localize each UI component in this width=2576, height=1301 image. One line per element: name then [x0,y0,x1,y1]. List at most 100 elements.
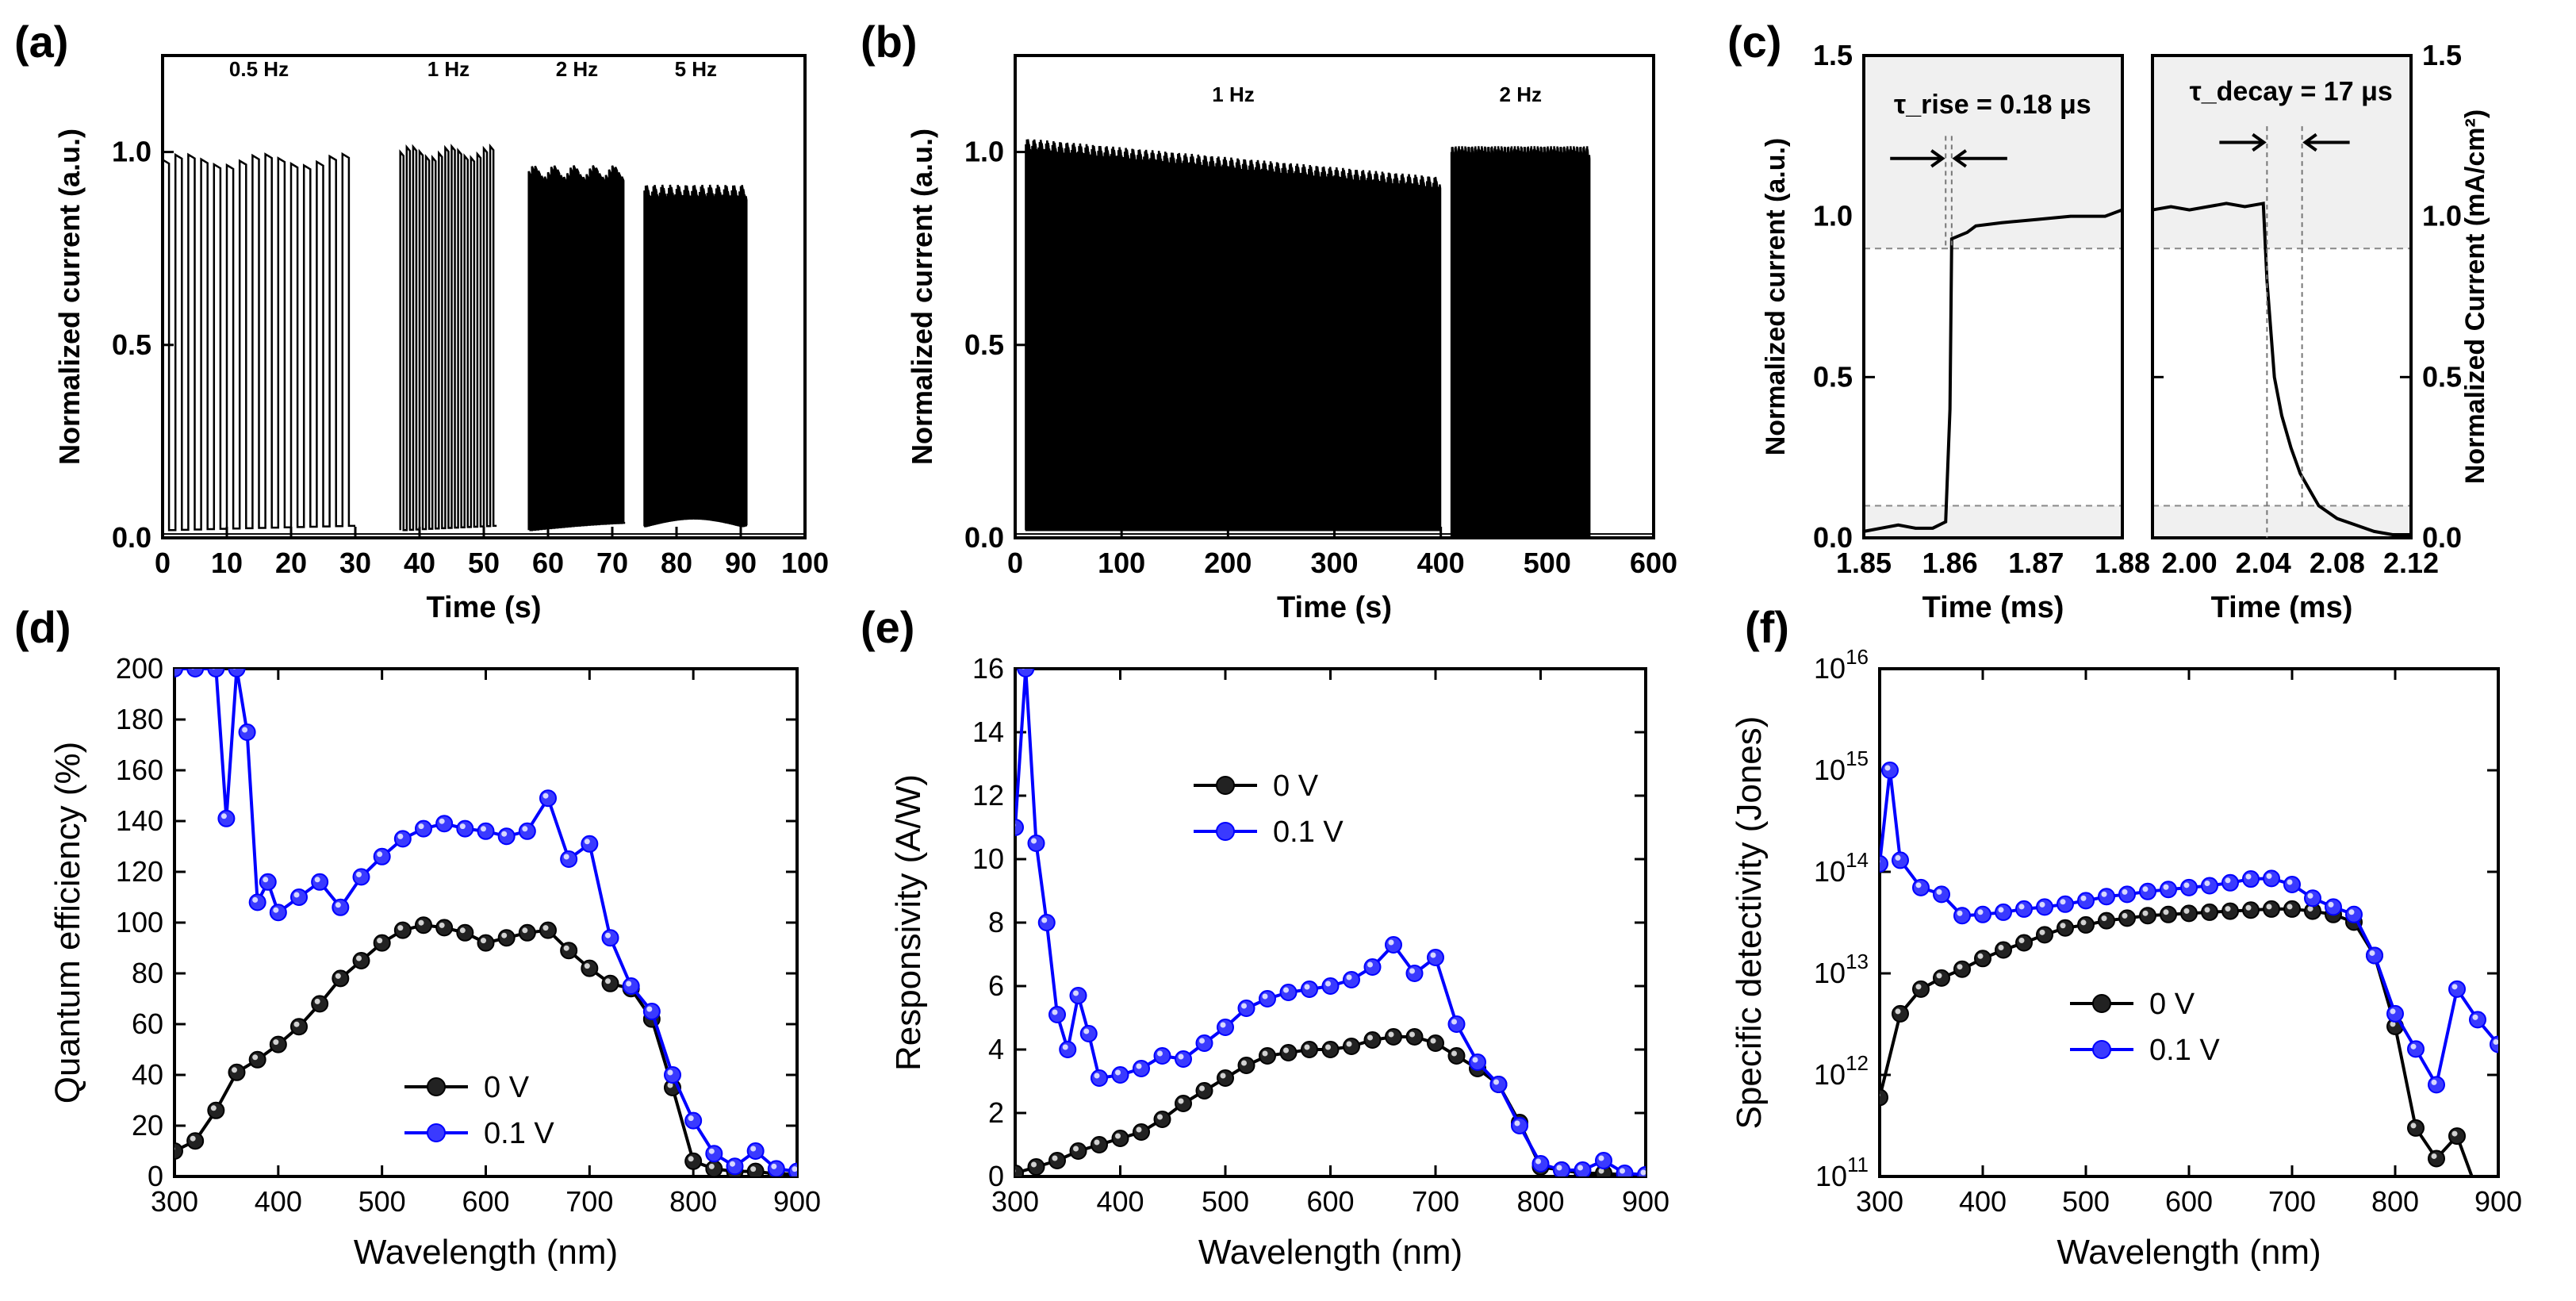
data-point-highlight [2451,984,2458,990]
tick-exponent: 13 [1846,950,1869,973]
data-point [1015,1165,1024,1176]
data-point-highlight [667,1082,673,1088]
data-point-highlight [1157,1050,1163,1057]
data-point [1153,1047,1171,1065]
chart-d: 300 400 500 600 700 800 900 0 20 40 60 80 100 120 140 1… [14,602,821,1272]
data-point-highlight [2018,904,2025,910]
data-point [1017,669,1035,677]
data-point-highlight [750,1166,757,1172]
photoresponse-1-hz [399,143,497,532]
data-point-highlight [1325,1044,1331,1050]
data-point [332,969,350,988]
data-point-highlight [2410,1043,2417,1050]
data-point-highlight [1062,1044,1068,1050]
data-point-highlight [2101,915,2107,922]
data-point-highlight [2410,1123,2417,1129]
rise-arrow-left [1890,149,1945,168]
legend-marker [427,1123,446,1142]
data-point-highlight [584,839,590,845]
data-point-highlight [2287,879,2293,885]
data-point [1027,1158,1045,1176]
data-point-highlight [563,945,569,951]
data-point [435,919,454,937]
data-point-highlight [1157,1114,1163,1120]
data-point [1133,1123,1150,1141]
data-point-highlight [1556,1165,1562,1171]
y-tick-label: 1.5 [1813,39,1853,71]
data-point-highlight [2163,909,2169,915]
data-point [2242,870,2260,888]
data-point-highlight [2183,908,2190,914]
tick-base: 10 [1814,1058,1846,1091]
data-point [1079,1025,1098,1042]
x-axis-label: Wavelength (nm) [2057,1233,2321,1272]
data-point [352,952,370,969]
data-point-highlight [1094,1139,1100,1146]
x-tick-label: 1.85 [1836,547,1892,579]
data-point-highlight [2307,892,2313,899]
data-point [435,815,454,833]
data-point-highlight [220,813,227,819]
data-point-highlight [1304,1044,1310,1050]
plot-frame [1014,667,1647,1178]
data-point-highlight [1041,917,1048,923]
x-tick-label: 20 [275,547,307,579]
data-point-highlight [418,919,424,926]
data-point-highlight [439,818,445,824]
data-point [2160,881,2177,899]
data-point [684,1152,703,1170]
data-point-highlight [1388,939,1394,946]
y-axis-label: Normalized current (a.u.) [1761,138,1791,456]
data-point-highlight [1430,1038,1436,1044]
x-tick-label: 90 [725,547,757,579]
data-point-highlight [1220,1073,1226,1079]
y-tick-label: 1012 [1814,1051,1869,1091]
data-point-highlight [1367,1034,1373,1041]
data-point [684,1111,703,1130]
y-axis-label: Normalized current (a.u.) [53,129,86,465]
data-point-highlight [232,669,236,670]
data-point [1133,1060,1150,1077]
data-point-highlight [501,932,508,938]
data-point-highlight [2390,1008,2396,1015]
x-tick-label: 300 [1856,1185,1903,1218]
data-point-highlight [335,973,341,979]
tick-exponent: 12 [1846,1051,1869,1075]
y-tick-label: 14 [972,716,1004,748]
data-point-highlight [1136,1126,1142,1133]
x-tick-label: 600 [462,1185,509,1218]
data-point-highlight [1031,838,1037,844]
data-point [2428,1076,2445,1094]
data-point-highlight [563,854,569,860]
data-point [269,1035,287,1053]
x-tick-label: 700 [1412,1185,1459,1218]
data-point [1175,1050,1192,1068]
data-point-highlight [1409,1031,1415,1038]
y-tick-label: 80 [132,957,163,989]
data-point-highlight [1977,953,1984,959]
x-tick-label: 2.04 [2236,547,2291,579]
data-point-highlight [646,1006,653,1012]
y-tick-label: 0.0 [964,521,1004,554]
data-point-highlight [1998,945,2004,951]
data-point-highlight [1936,888,1942,895]
data-point [2221,873,2239,892]
data-point-highlight [2493,1038,2498,1045]
data-point [2490,1035,2498,1053]
data-point-highlight [2122,888,2128,895]
data-point-highlight [252,1054,259,1061]
data-point-highlight [1367,961,1373,968]
x-tick-label: 2.00 [2162,547,2218,579]
x-tick-label: 800 [669,1185,717,1218]
x-tick-label: 400 [255,1185,302,1218]
data-point [1111,1130,1129,1147]
chart-a: 0 10 20 30 40 50 60 70 80 90 100 0.0 0.5 1.0 Time (s) N… [14,17,829,624]
frequency-annotation: 5 Hz [675,57,717,81]
data-point-highlight [1262,993,1268,1000]
data-point [1259,990,1276,1007]
x-tick-label: 500 [2062,1185,2110,1218]
data-point [497,929,516,947]
data-point-highlight [1052,1155,1058,1161]
data-point [2345,905,2363,923]
data-point-highlight [708,1163,715,1169]
